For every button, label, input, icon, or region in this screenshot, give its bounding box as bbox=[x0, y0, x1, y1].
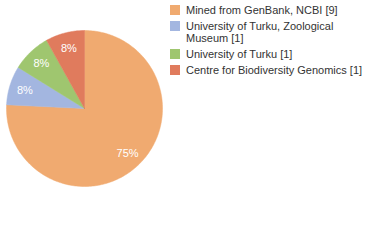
svg-text:8%: 8% bbox=[33, 57, 49, 69]
svg-text:75%: 75% bbox=[117, 147, 139, 159]
svg-text:8%: 8% bbox=[61, 42, 77, 54]
html-text:Mined from GenBank, NCBI [9]: Mined from GenBank, NCBI [9] bbox=[186, 4, 338, 16]
html-text:Centre for Biodiversity Genomi: Centre for Biodiversity Genomics [1] bbox=[186, 64, 363, 76]
html-text:University of Turku [1]: University of Turku [1] bbox=[186, 48, 293, 60]
html-text:University of Turku, Zoologica: University of Turku, Zoological Museum [… bbox=[186, 20, 334, 44]
svg-text:8%: 8% bbox=[17, 83, 33, 95]
